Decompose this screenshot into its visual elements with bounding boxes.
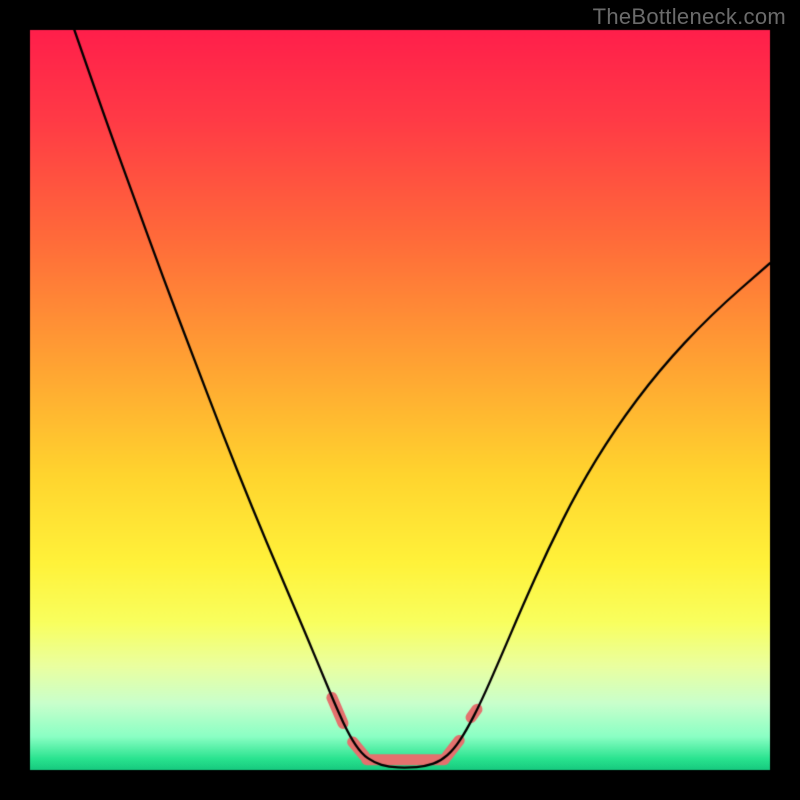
watermark-text: TheBottleneck.com [593,4,786,30]
bottleneck-curve-chart [0,0,800,800]
